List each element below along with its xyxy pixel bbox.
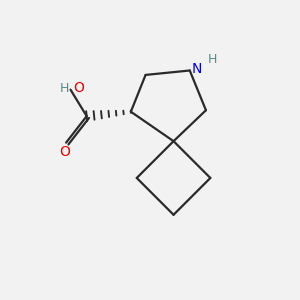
Text: O: O: [73, 81, 84, 95]
Text: H: H: [60, 82, 69, 95]
Text: O: O: [59, 145, 70, 159]
Text: H: H: [208, 53, 218, 66]
Text: N: N: [192, 62, 202, 76]
